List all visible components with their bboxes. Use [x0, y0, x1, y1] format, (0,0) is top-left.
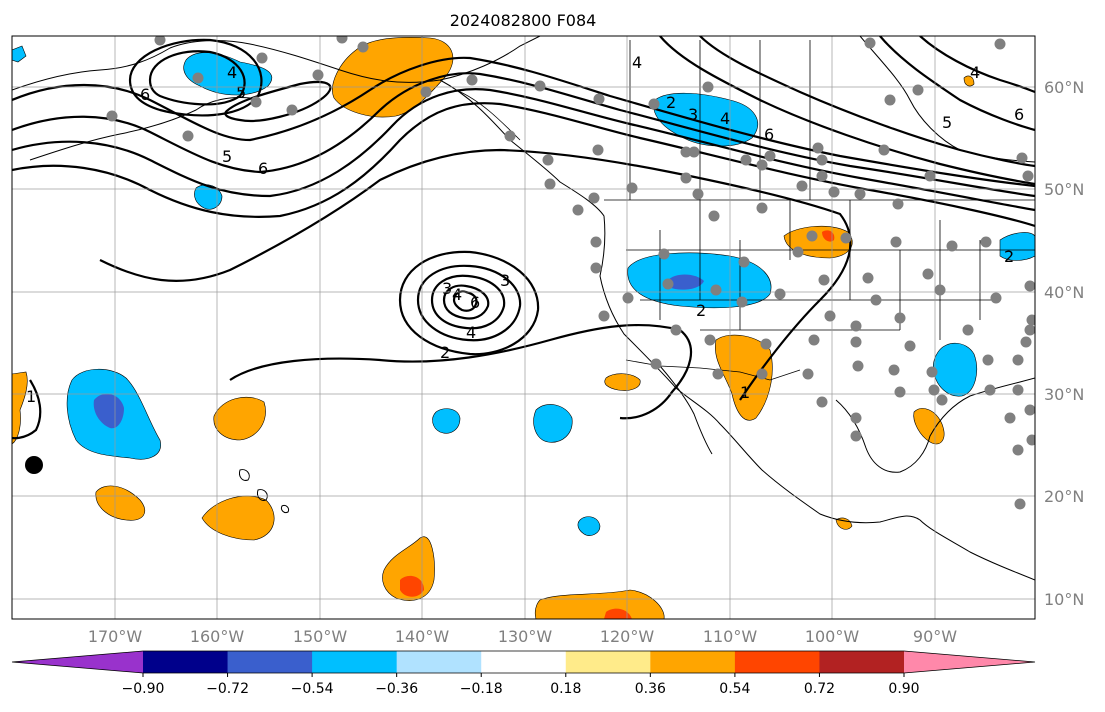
- contour-label: 2: [440, 343, 450, 362]
- colorbar-tick-label: −0.90: [122, 681, 165, 697]
- colorbar-tick-label: −0.54: [291, 681, 334, 697]
- colorbar: −0.90 −0.72 −0.54 −0.36 −0.18 0.18 0.36 0.54 0.7…: [11, 650, 1036, 697]
- map-frame: [11, 35, 1036, 620]
- cold-anomaly-small-2: [432, 408, 461, 434]
- colorbar-segment: [734, 651, 820, 673]
- colorbar-tick-label: 0.54: [719, 681, 750, 697]
- colorbar-tick-label: −0.36: [375, 681, 418, 697]
- lon-tick-label: 90°W: [913, 627, 957, 646]
- lat-tick-label: 40°N: [1044, 283, 1084, 302]
- contour-label: 2: [696, 301, 706, 320]
- map-panel: 4 5 6 5 6 4 2 3 4 6 6 5 3 4 2 3 4 5 6 2: [11, 35, 1036, 620]
- warm-anomaly-baja: [604, 373, 641, 391]
- contour-label: 4: [452, 285, 462, 304]
- colorbar-segment: [481, 651, 567, 673]
- graticule: [12, 36, 1035, 619]
- contour-label: 5: [236, 83, 246, 102]
- strong-cold-core-pacific: [93, 393, 124, 429]
- warm-anomaly-hawaii: [201, 495, 275, 541]
- contour-label: 2: [666, 93, 676, 112]
- contour-label: 1: [26, 387, 36, 406]
- strong-cold-core-idaho: [668, 274, 704, 290]
- colorbar-tick-label: −0.18: [460, 681, 503, 697]
- colorbar-tick-label: 0.72: [804, 681, 835, 697]
- colorbar-segment: [396, 651, 482, 673]
- contour-label: 2: [1004, 247, 1014, 266]
- contour-labels: 4 5 6 5 6 4 2 3 4 6 6 5 3 4 2 3 4 5 6 2: [26, 53, 1024, 406]
- colorbar-segment: [312, 651, 398, 673]
- tropical-cyclone-marker: [25, 456, 43, 474]
- contour-label: 6: [140, 85, 150, 104]
- lon-tick-label: 130°W: [498, 627, 553, 646]
- colorbar-extension-high: [904, 651, 1035, 673]
- warm-anomaly-small-east: [963, 75, 975, 87]
- lat-tick-label: 60°N: [1044, 78, 1084, 97]
- colorbar-segment: [819, 651, 905, 673]
- lon-tick-label: 170°W: [88, 627, 143, 646]
- contour-label: 6: [764, 125, 774, 144]
- contour-label: 5: [942, 113, 952, 132]
- lat-tick-label: 10°N: [1044, 590, 1084, 609]
- contour-label: 6: [1014, 105, 1024, 124]
- map-title: 2024082800 F084: [450, 11, 597, 30]
- strong-warm-core-mexico-south: [604, 608, 632, 619]
- contour-label: 6: [470, 293, 480, 312]
- strong-warm-core-kansas: [822, 230, 835, 242]
- strong-warm-core-pacific-south: [400, 575, 424, 597]
- contour-label: 4: [970, 63, 980, 82]
- cold-anomaly-great-lakes: [999, 232, 1035, 261]
- cold-anomaly-small-5: [12, 45, 27, 63]
- contour-label: 4: [466, 323, 476, 342]
- colorbar-segment: [650, 651, 736, 673]
- contour-label: 3: [500, 271, 510, 290]
- station-markers: [106, 36, 1035, 510]
- cold-anomaly-canada: [653, 92, 758, 147]
- contour-label: 4: [227, 63, 237, 82]
- lat-tick-label: 30°N: [1044, 385, 1084, 404]
- lon-tick-label: 120°W: [600, 627, 655, 646]
- lat-tick-label: 50°N: [1044, 180, 1084, 199]
- colorbar-segment: [143, 651, 229, 673]
- contour-label: 3: [688, 105, 698, 124]
- cold-anomaly-small-1: [194, 184, 223, 210]
- warm-anomaly-far-west: [12, 371, 28, 445]
- longitude-tick-labels: 170°W 160°W 150°W 140°W 130°W 120°W 110°…: [88, 627, 957, 646]
- height-contours: [12, 36, 1035, 440]
- lon-tick-label: 110°W: [703, 627, 758, 646]
- lat-tick-label: 20°N: [1044, 487, 1084, 506]
- colorbar-segment: [565, 651, 651, 673]
- map-background: [12, 36, 1035, 619]
- colorbar-tick-label: 0.36: [635, 681, 666, 697]
- contour-label: 1: [740, 383, 750, 402]
- contour-label: 6: [258, 159, 268, 178]
- colorbar-segment: [227, 651, 313, 673]
- cold-anomaly-gulf: [932, 342, 977, 397]
- warm-anomaly-gulf-east: [913, 408, 945, 445]
- colorbar-extension-low: [12, 651, 143, 673]
- warm-anomaly-central-america: [835, 517, 853, 530]
- lon-tick-label: 160°W: [190, 627, 245, 646]
- cold-anomaly-small-3: [533, 404, 573, 443]
- lon-tick-label: 150°W: [293, 627, 348, 646]
- lon-tick-label: 100°W: [805, 627, 860, 646]
- contour-label: 4: [632, 53, 642, 72]
- contour-label: 3: [442, 279, 452, 298]
- contour-label: 4: [720, 109, 730, 128]
- cold-anomaly-small-4: [577, 516, 601, 536]
- colorbar-tick-label: −0.72: [206, 681, 249, 697]
- lon-tick-label: 140°W: [395, 627, 450, 646]
- contour-label: 5: [222, 147, 232, 166]
- latitude-tick-labels: 60°N 50°N 40°N 30°N 20°N 10°N: [1044, 78, 1084, 609]
- warm-anomaly-pacific-1: [213, 396, 266, 441]
- colorbar-tick-label: 0.18: [550, 681, 581, 697]
- colorbar-tick-label: 0.90: [888, 681, 919, 697]
